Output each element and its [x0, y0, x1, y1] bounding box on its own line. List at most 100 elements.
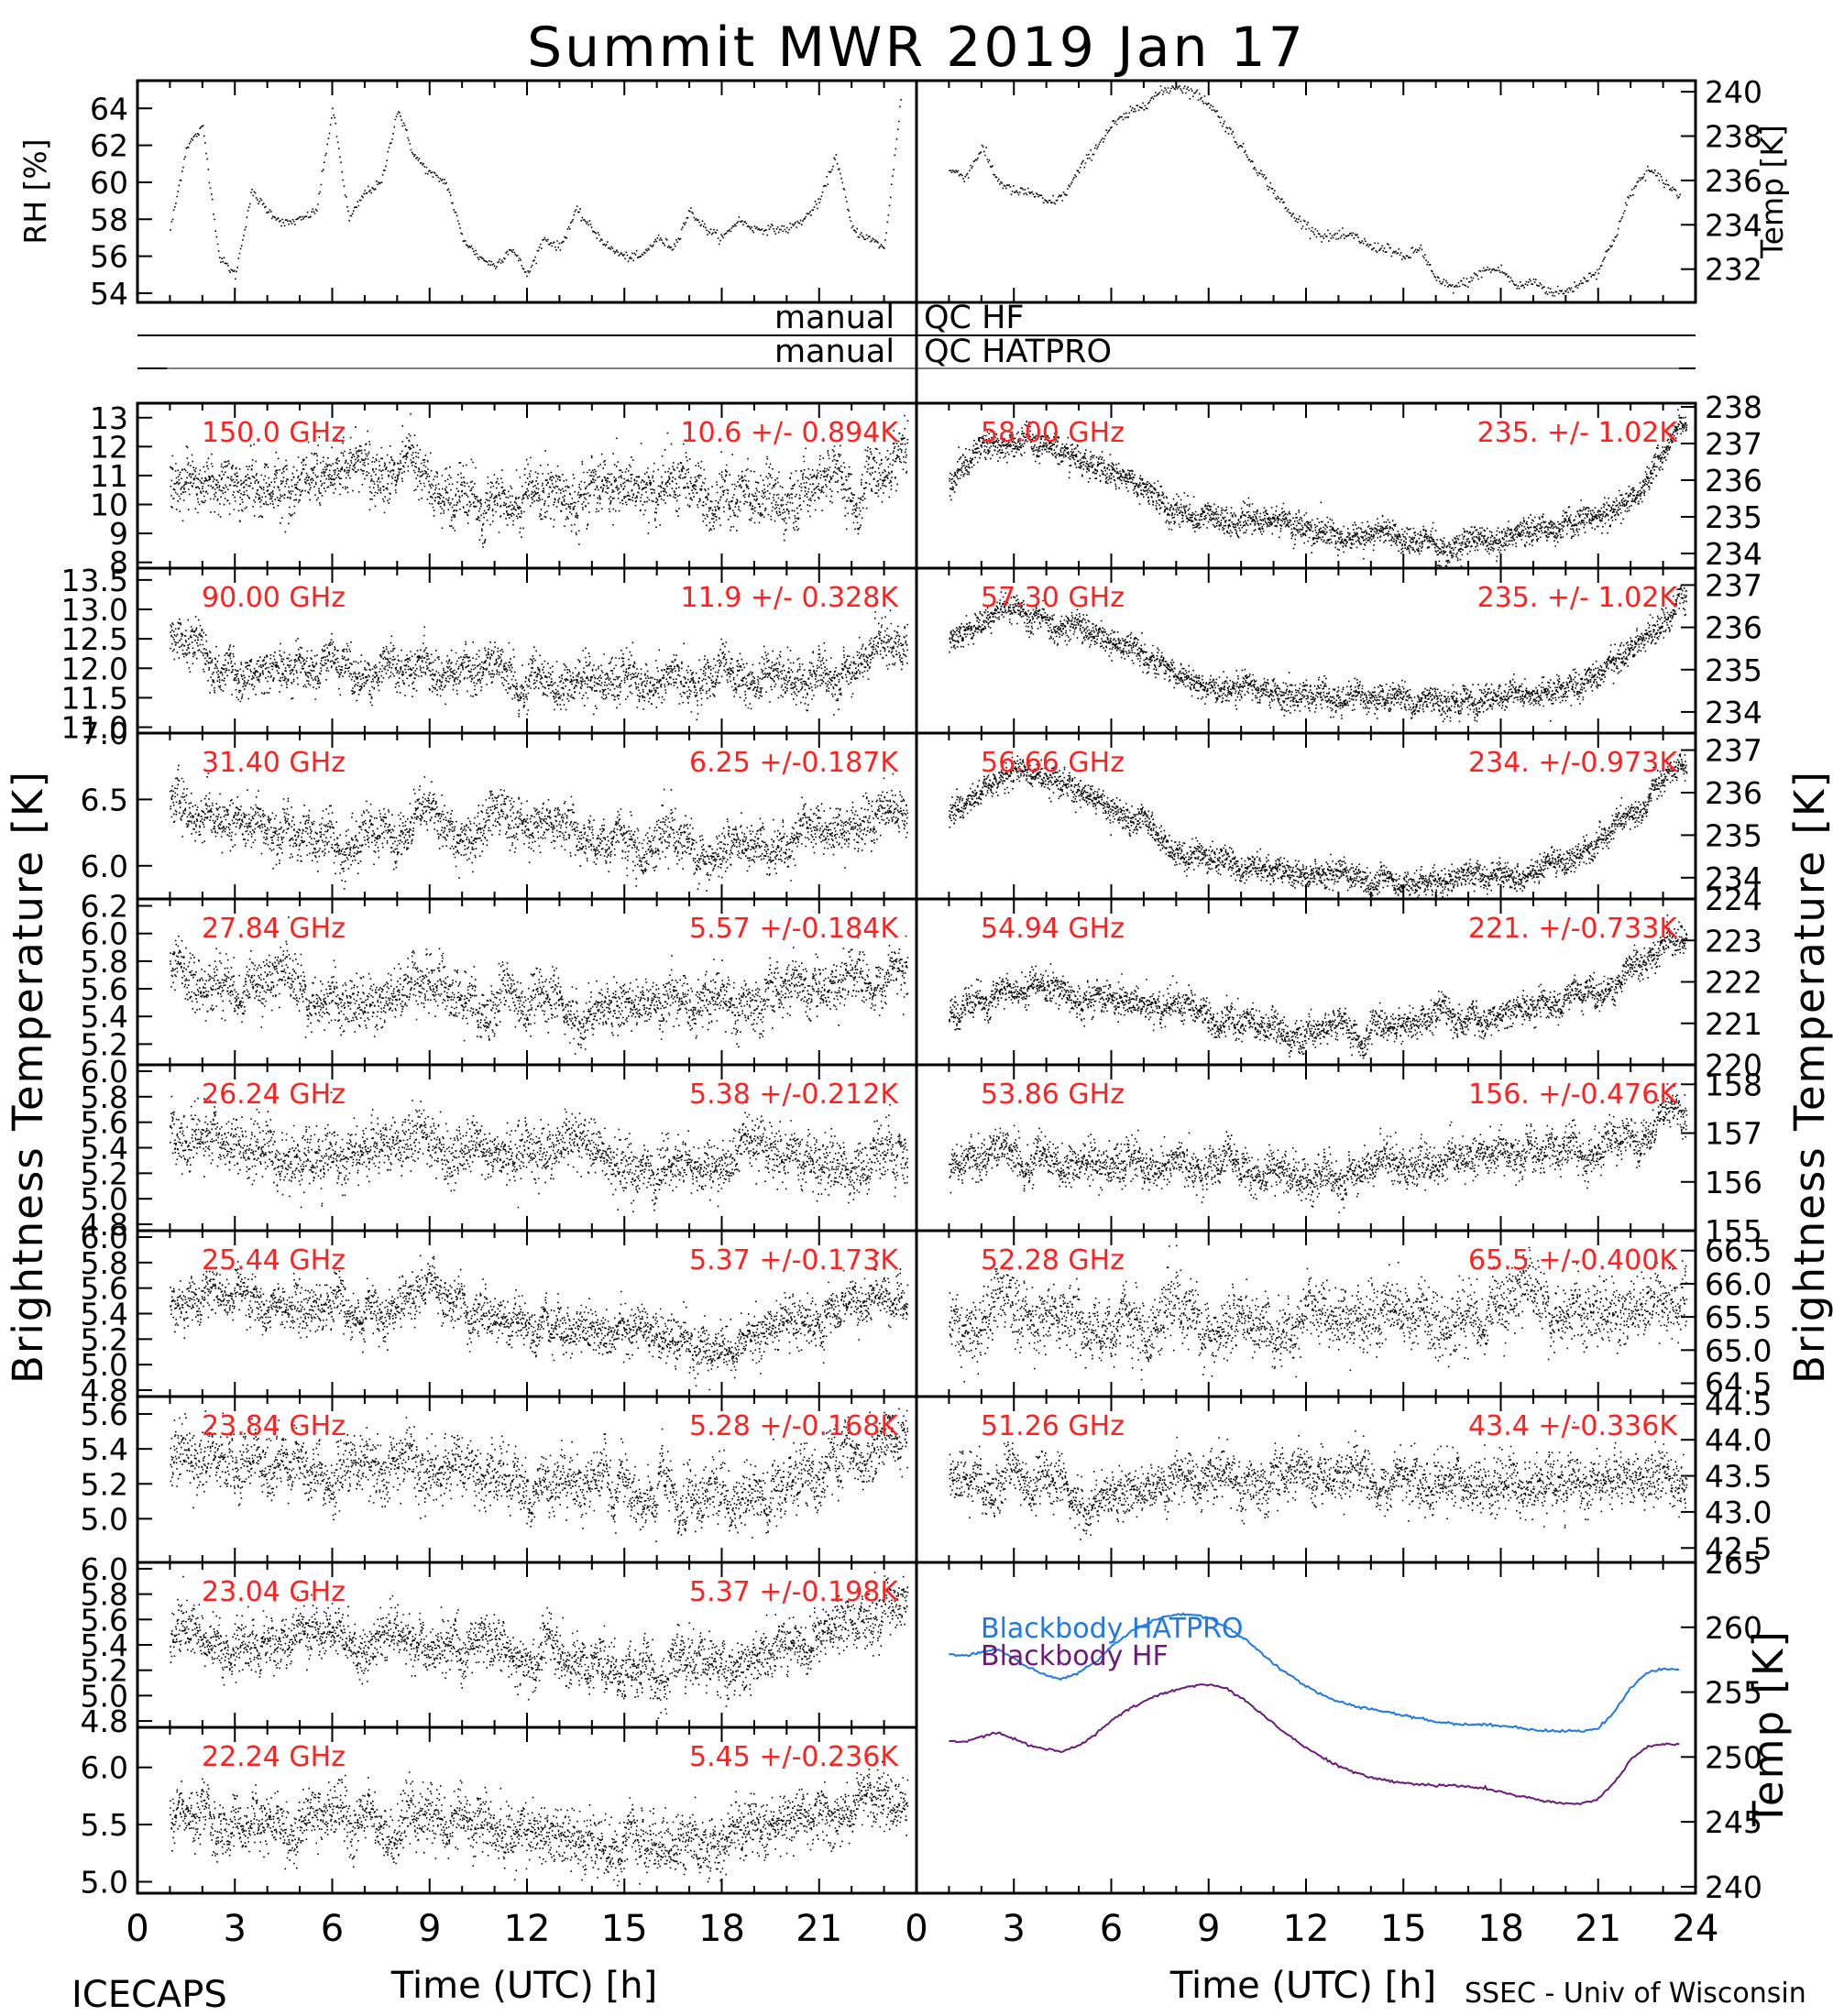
stats-label: 10.6 +/- 0.894K — [681, 417, 900, 449]
stats-label: 5.28 +/-0.168K — [689, 1410, 899, 1442]
y-tick-label: 4.8 — [81, 1207, 128, 1243]
panel-ch-31: 6.0 6.5 7.0 31.40 GHz 6.25 +/-0.187K — [81, 716, 918, 901]
freq-label: 27.84 GHz — [202, 913, 346, 945]
y-tick-label: 156 — [1705, 1165, 1762, 1200]
y-tick-label: 245 — [1705, 1804, 1762, 1840]
y-tick-label: 6.0 — [81, 849, 128, 884]
freq-label: 26.24 GHz — [202, 1079, 346, 1111]
y-tick-label: 236 — [1705, 463, 1762, 499]
y-tick-label: 54 — [90, 276, 128, 312]
x-ticks — [916, 1397, 1696, 1562]
y-tick-label: 11 — [90, 458, 128, 494]
y-tick-label: 234 — [1705, 860, 1762, 896]
freq-label: 58.00 GHz — [981, 417, 1125, 449]
freq-label: 150.0 GHz — [202, 417, 346, 449]
x-ticks — [137, 733, 917, 899]
y-tick-label: 5.0 — [81, 1678, 128, 1714]
y-tick-label: 4.8 — [81, 1704, 128, 1739]
x-ticks — [916, 568, 1696, 733]
x-tick-label: 21 — [796, 1908, 842, 1950]
panel-ch-90: 11.011.512.012.513.013.5 90.00 GHz 11.9 +/… — [61, 563, 918, 746]
footer-ssec: SSEC - Univ of Wisconsin — [1465, 1978, 1806, 2010]
y-tick-label: 234 — [1705, 536, 1762, 572]
x-ticks — [916, 1231, 1696, 1397]
y-tick-label: 65.0 — [1705, 1332, 1772, 1368]
y-tick-label: 234 — [1705, 695, 1762, 730]
x-ticks — [137, 1231, 917, 1397]
y-tick-label: 5.4 — [81, 1297, 128, 1332]
qc-label-hf-right: QC HF — [924, 300, 1025, 336]
qc-label-hf-left: manual — [774, 300, 895, 336]
plot-area-ch-54 — [949, 915, 1688, 1059]
y-tick-label: 5.0 — [81, 1347, 128, 1383]
y-tick-label: 5.2 — [81, 1653, 128, 1689]
y-tick-label: 12.5 — [61, 621, 128, 657]
y-tick-label: 255 — [1705, 1675, 1762, 1711]
x-tick-label: 9 — [1197, 1908, 1220, 1950]
y-tick-label: 5.2 — [81, 1321, 128, 1357]
y-tick-label: 236 — [1705, 775, 1762, 811]
panel-ch-22: 5.0 5.5 6.0 22.24 GHz 5.45 +/-0.236K 0 3 6 9 12 15… — [81, 1726, 918, 1950]
y-tick-label: 44.5 — [1705, 1386, 1772, 1422]
y-tick-label: 9 — [109, 516, 128, 552]
xlabel-right: Time (UTC) [h] — [1169, 1965, 1436, 2007]
figure-title: Summit MWR 2019 Jan 17 — [527, 16, 1306, 80]
freq-label: 23.04 GHz — [202, 1576, 346, 1608]
right-ylabel: Brightness Temperature [K] — [1785, 770, 1833, 1384]
freq-label: 31.40 GHz — [202, 747, 346, 779]
plot-area-ch-51 — [949, 1421, 1688, 1540]
stats-label: 43.4 +/-0.336K — [1468, 1410, 1678, 1442]
x-tick-label: 18 — [698, 1908, 745, 1950]
x-ticks — [916, 1065, 1696, 1231]
y-tick-label: 237 — [1705, 733, 1762, 769]
x-tick-label: 12 — [504, 1908, 551, 1950]
y-tick-label: 5.6 — [81, 1397, 128, 1432]
panel-ch-26: 4.85.05.25.45.65.86.0 26.24 GHz 5.38 +/-0.… — [81, 1054, 918, 1243]
y-tick-label: 11.5 — [61, 680, 128, 716]
y-tick-label: 5.6 — [81, 1602, 128, 1638]
y-tick-label: 222 — [1705, 965, 1762, 1001]
stats-label: 5.37 +/-0.198K — [689, 1576, 899, 1608]
y-tick-label: 6.0 — [81, 1054, 128, 1090]
series-dots-ch-58 — [949, 409, 1688, 568]
y-tick-label: 42.5 — [1705, 1530, 1772, 1566]
y-tick-label: 232 — [1705, 252, 1762, 288]
x-ticks — [137, 1727, 917, 1893]
panel-ch-57: 234 235 236 237 57.30 GHz 235. +/- 1.02K — [915, 566, 1762, 735]
y-tick-label: 238 — [1705, 119, 1762, 155]
y-tick-label: 5.8 — [81, 1245, 128, 1281]
plot-area-ch-90 — [170, 609, 909, 721]
stats-label: 234. +/-0.973K — [1468, 747, 1678, 779]
y-tick-label: 235 — [1705, 817, 1762, 853]
freq-label: 22.24 GHz — [202, 1741, 346, 1773]
y-tick-label: 234 — [1705, 207, 1762, 243]
y-tick-label: 11.0 — [61, 710, 128, 746]
y-tick-label: 240 — [1705, 74, 1762, 110]
freq-label: 52.28 GHz — [981, 1244, 1125, 1276]
y-tick-label: 5.6 — [81, 1271, 128, 1307]
plot-area-ch-58 — [949, 409, 1688, 568]
stats-label: 5.57 +/-0.184K — [689, 913, 899, 945]
y-tick-label: 235 — [1705, 499, 1762, 535]
y-tick-label: 7.0 — [81, 716, 128, 751]
x-tick-label: 3 — [224, 1908, 247, 1950]
series-dots-ch-26 — [170, 1091, 909, 1213]
y-tick-label: 260 — [1705, 1610, 1762, 1646]
panel-ch-53: 155 156 157 158 53.86 GHz 156. +/-0.476K — [915, 1063, 1762, 1249]
panel-ch-23-84: 5.05.25.45.6 23.84 GHz 5.28 +/-0.168K — [81, 1395, 918, 1564]
y-tick-label: 43.0 — [1705, 1495, 1772, 1530]
y-tick-label: 5.4 — [81, 1431, 128, 1467]
y-tick-label: 66.0 — [1705, 1266, 1772, 1302]
plot-area-ch-26 — [170, 1091, 909, 1213]
x-ticks — [916, 81, 1696, 302]
y-tick-label: 5.8 — [81, 944, 128, 980]
x-ticks — [137, 1562, 917, 1727]
y-tick-label: 157 — [1705, 1116, 1762, 1152]
y-tick-label: 6.0 — [81, 916, 128, 952]
freq-label: 25.44 GHz — [202, 1244, 346, 1276]
y-tick-label: 12.0 — [61, 651, 128, 686]
freq-label: 54.94 GHz — [981, 913, 1125, 945]
